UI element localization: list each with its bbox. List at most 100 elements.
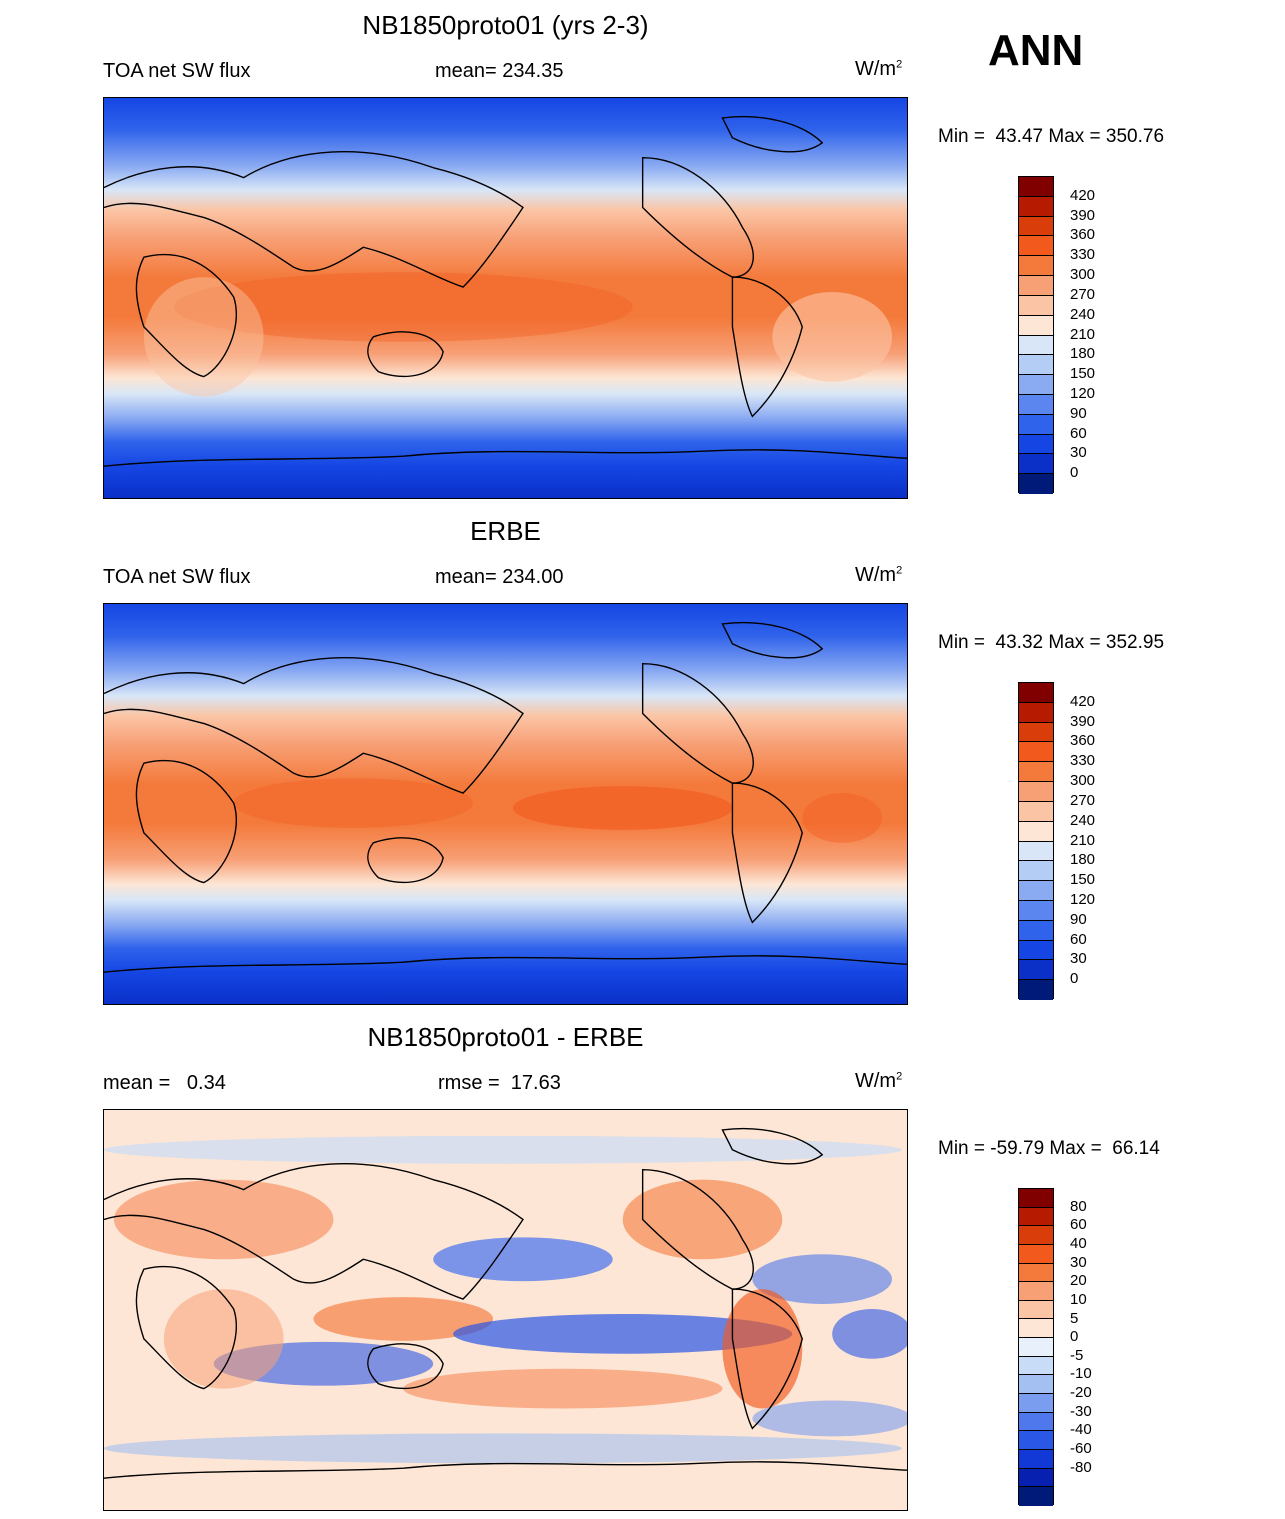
colorbar-tick-label: 120: [1070, 384, 1096, 402]
colorbar-tick-label: 300: [1070, 266, 1096, 284]
colorbar-tick-label: 0: [1070, 970, 1079, 988]
colorbar-tick-label: 360: [1070, 226, 1096, 244]
panel-1-units: W/m2: [855, 58, 903, 80]
panel-2-mean-label: mean= 234.00: [435, 566, 564, 588]
colorbar-segment: [1019, 1468, 1053, 1488]
colorbar-segment: [1019, 1207, 1053, 1227]
colorbar-segment: [1019, 414, 1053, 435]
colorbar-tick-label: 180: [1070, 345, 1096, 363]
panel-3-title: NB1850proto01 - ERBE: [367, 1022, 644, 1052]
colorbar-segment: [1019, 355, 1053, 376]
colorbar-tick-label: 330: [1070, 752, 1096, 770]
colorbar-tick-label: -80: [1070, 1458, 1092, 1476]
colorbar-segment: [1019, 683, 1053, 703]
panel-1-variable-label: TOA net SW flux: [103, 60, 251, 82]
colorbar-segment: [1019, 881, 1053, 901]
colorbar-tick-label: 5: [1070, 1309, 1079, 1327]
colorbar-segment: [1019, 1226, 1053, 1245]
panel-1-mean-label: mean= 234.35: [435, 60, 564, 82]
colorbar-tick-label: 90: [1070, 910, 1087, 928]
colorbar-tick-label: 270: [1070, 285, 1096, 303]
colorbar-segment: [1019, 821, 1053, 842]
colorbar-segment: [1019, 177, 1053, 197]
colorbar-segment: [1019, 960, 1053, 981]
colorbar-segment: [1019, 1412, 1053, 1432]
colorbar-tick-label: 120: [1070, 890, 1096, 908]
panel-3-coastlines: [104, 1127, 907, 1479]
panel-2-title: ERBE: [470, 516, 541, 546]
colorbar-segment: [1019, 762, 1053, 783]
colorbar-segment: [1019, 742, 1053, 763]
colorbar-tick-label: 300: [1070, 772, 1096, 790]
colorbar-tick-label: -5: [1070, 1346, 1084, 1364]
colorbar-tick-label: -10: [1070, 1365, 1092, 1383]
colorbar-segment: [1019, 335, 1053, 356]
colorbar-tick-label: 240: [1070, 305, 1096, 323]
colorbar-segment: [1019, 1375, 1053, 1395]
colorbar-segment: [1019, 1189, 1053, 1208]
panel-1-coastlines: [104, 115, 907, 467]
colorbar-segment: [1019, 1487, 1053, 1506]
colorbar-tick-label: 360: [1070, 732, 1096, 750]
colorbar-tick-label: 210: [1070, 831, 1096, 849]
colorbar-tick-label: 330: [1070, 246, 1096, 264]
colorbar-segment: [1019, 394, 1053, 415]
panel-2-map-plot: [104, 604, 907, 1004]
panel-3-colorbar: [1018, 1188, 1054, 1506]
colorbar-segment: [1019, 900, 1053, 921]
panel-3-map: [103, 1109, 908, 1511]
panel-3-minmax: Min = -59.79 Max = 66.14: [938, 1138, 1160, 1159]
colorbar-tick-label: 420: [1070, 186, 1096, 204]
panel-1-minmax: Min = 43.47 Max = 350.76: [938, 126, 1165, 147]
colorbar-tick-label: -20: [1070, 1384, 1092, 1402]
season-label: ANN: [988, 26, 1084, 75]
colorbar-tick-label: 390: [1070, 206, 1096, 224]
colorbar-segment: [1019, 196, 1053, 217]
colorbar-segment: [1019, 722, 1053, 743]
colorbar-segment: [1019, 295, 1053, 316]
colorbar-segment: [1019, 841, 1053, 862]
colorbar-segment: [1019, 454, 1053, 475]
colorbar-segment: [1019, 1338, 1053, 1357]
panel-2-minmax: Min = 43.32 Max = 352.95: [938, 632, 1165, 653]
panel-1-title: NB1850proto01 (yrs 2-3): [362, 10, 649, 40]
colorbar-tick-label: 420: [1070, 692, 1096, 710]
colorbar-segment: [1019, 861, 1053, 882]
colorbar-segment: [1019, 1319, 1053, 1339]
colorbar-tick-label: 150: [1070, 871, 1096, 889]
colorbar-tick-label: 80: [1070, 1197, 1087, 1215]
colorbar-tick-label: 150: [1070, 365, 1096, 383]
colorbar-tick-label: 0: [1070, 464, 1079, 482]
colorbar-tick-label: 60: [1070, 1216, 1087, 1234]
colorbar-tick-label: 180: [1070, 851, 1096, 869]
colorbar-tick-label: 30: [1070, 950, 1087, 968]
colorbar-segment: [1019, 702, 1053, 723]
colorbar-tick-label: 60: [1070, 424, 1087, 442]
colorbar-tick-label: 20: [1070, 1272, 1087, 1290]
colorbar-tick-label: -40: [1070, 1421, 1092, 1439]
colorbar-tick-label: -30: [1070, 1402, 1092, 1420]
colorbar-tick-label: 90: [1070, 404, 1087, 422]
colorbar-segment: [1019, 434, 1053, 455]
colorbar-segment: [1019, 1300, 1053, 1320]
colorbar-segment: [1019, 276, 1053, 296]
colorbar-segment: [1019, 920, 1053, 941]
panel-1-map-plot: [104, 98, 907, 498]
colorbar-segment: [1019, 474, 1053, 494]
panel-3-rmse-label: rmse = 17.63: [438, 1072, 561, 1094]
colorbar-tick-label: 60: [1070, 930, 1087, 948]
panel-2-colorbar: [1018, 682, 1054, 1000]
colorbar-segment: [1019, 1282, 1053, 1301]
panel-1-colorbar: [1018, 176, 1054, 494]
colorbar-tick-label: 240: [1070, 811, 1096, 829]
panel-2-map: [103, 603, 908, 1005]
colorbar-segment: [1019, 1449, 1053, 1469]
colorbar-segment: [1019, 1244, 1053, 1264]
colorbar-segment: [1019, 315, 1053, 336]
colorbar-segment: [1019, 375, 1053, 395]
colorbar-segment: [1019, 236, 1053, 257]
colorbar-tick-label: 0: [1070, 1328, 1079, 1346]
colorbar-tick-label: 390: [1070, 712, 1096, 730]
panel-3-map-plot: [104, 1110, 907, 1510]
panel-2-units: W/m2: [855, 564, 903, 586]
